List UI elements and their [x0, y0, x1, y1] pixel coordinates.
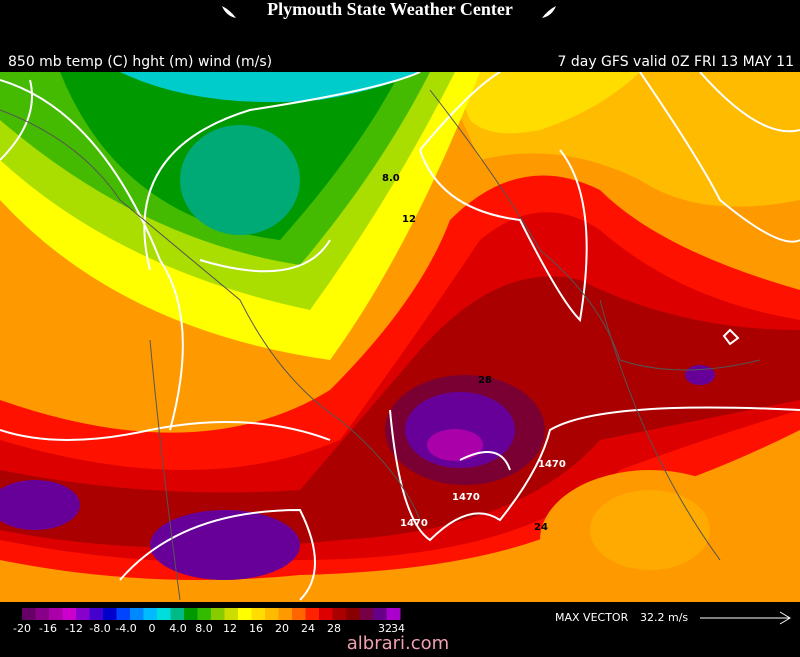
- colorbar-swatch: [197, 608, 212, 620]
- colorbar-label: -8.0: [89, 622, 110, 635]
- map-fill: [590, 490, 710, 570]
- colorbar-swatch: [359, 608, 374, 620]
- colorbar-swatch: [157, 608, 171, 620]
- map-label: 1470: [452, 492, 480, 503]
- colorbar-label: 28: [327, 622, 341, 635]
- map-label: 1470: [400, 518, 428, 529]
- colorbar-label: 32: [378, 622, 392, 635]
- map-fill: [180, 125, 300, 235]
- max-vector-value: 32.2 m/s: [640, 611, 688, 624]
- colorbar-swatch: [22, 608, 36, 620]
- colorbar-swatch: [35, 608, 50, 620]
- colorbar-swatch: [251, 608, 266, 620]
- colorbar-label: 0: [149, 622, 156, 635]
- colorbar-swatch: [89, 608, 104, 620]
- colorbar-swatch: [130, 608, 144, 620]
- colorbar: -20 -16 -12 -8.0 -4.0 0 4.0 8.0 12 16 20 24 28 32 34: [13, 608, 405, 635]
- colorbar-label: 34: [391, 622, 405, 635]
- map-fill: [427, 429, 483, 461]
- colorbar-label: 24: [301, 622, 315, 635]
- map-label: 8.0: [382, 173, 400, 184]
- colorbar-swatch: [332, 608, 347, 620]
- colorbar-swatch: [373, 608, 387, 620]
- colorbar-label: 12: [223, 622, 237, 635]
- colorbar-swatch: [62, 608, 77, 620]
- colorbar-swatch: [143, 608, 158, 620]
- colorbar-swatch: [292, 608, 306, 620]
- colorbar-label: -12: [65, 622, 83, 635]
- map-label: 24: [534, 522, 548, 533]
- subtitle-right: 7 day GFS valid 0Z FRI 13 MAY 11: [558, 54, 795, 70]
- colorbar-swatch: [211, 608, 225, 620]
- colorbar-label: 16: [249, 622, 263, 635]
- map-fill: [120, 72, 420, 103]
- colorbar-label: -16: [39, 622, 57, 635]
- map-fill: [150, 510, 300, 580]
- colorbar-swatch: [346, 608, 360, 620]
- colorbar-label: 4.0: [169, 622, 187, 635]
- contours: [0, 72, 800, 601]
- title: Plymouth State Weather Center: [267, 0, 513, 19]
- colorbar-swatch: [319, 608, 333, 620]
- colorbar-swatch: [170, 608, 185, 620]
- colorbar-swatch: [76, 608, 90, 620]
- colorbar-swatch: [224, 608, 239, 620]
- colorbar-swatch: [116, 608, 131, 620]
- colorbar-label: 20: [275, 622, 289, 635]
- borders: [0, 89, 761, 601]
- colorbar-label: 8.0: [195, 622, 213, 635]
- colorbar-label: -4.0: [115, 622, 136, 635]
- max-vector-label: MAX VECTOR: [555, 611, 629, 624]
- colorbar-swatch: [265, 608, 279, 620]
- colorbar-swatch: [49, 608, 63, 620]
- colorbar-swatch: [103, 608, 117, 620]
- colorbar-swatch: [305, 608, 320, 620]
- map-fill: [450, 72, 640, 134]
- subtitle-left: 850 mb temp (C) hght (m) wind (m/s): [8, 54, 272, 70]
- colorbar-swatch: [238, 608, 252, 620]
- max-vector-arrow: [700, 611, 791, 625]
- watermark: albrari.com: [347, 633, 449, 653]
- colorbar-label: -20: [13, 622, 31, 635]
- map-fill: [685, 365, 715, 385]
- colorbar-swatch: [386, 608, 401, 620]
- map-label: 1470: [538, 459, 566, 470]
- map-label: 12: [402, 214, 416, 225]
- map-fill: [0, 480, 80, 530]
- colorbar-swatch: [184, 608, 198, 620]
- map: 8.0 12 28 1470 1470 1470 24: [0, 72, 800, 602]
- colorbar-swatch: [278, 608, 293, 620]
- map-label: 28: [478, 375, 492, 386]
